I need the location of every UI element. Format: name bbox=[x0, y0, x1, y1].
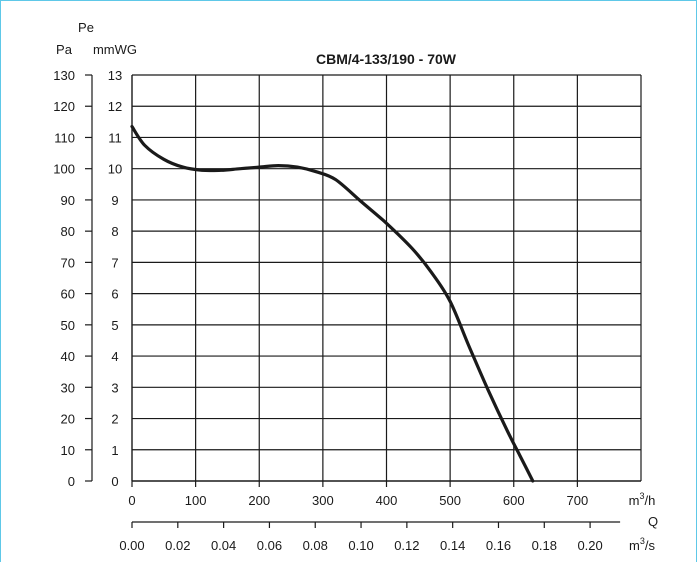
m3s-tick-label: 0.16 bbox=[486, 538, 511, 553]
mmwg-tick-label: 0 bbox=[111, 474, 118, 489]
m3h-tick-label: 400 bbox=[376, 493, 398, 508]
pressure-label: Pe bbox=[78, 20, 94, 35]
x-axis-m3h: 0 100 200 300 400 500 600 700 bbox=[128, 481, 588, 508]
mmwg-tick-label: 8 bbox=[111, 224, 118, 239]
pa-tick-label: 60 bbox=[61, 287, 75, 302]
mmwg-tick-label: 12 bbox=[108, 99, 122, 114]
pa-tick-label: 90 bbox=[61, 193, 75, 208]
m3s-tick-label: 0.00 bbox=[119, 538, 144, 553]
m3s-tick-label: 0.04 bbox=[211, 538, 236, 553]
pa-tick-label: 130 bbox=[53, 68, 75, 83]
pa-tick-label: 80 bbox=[61, 224, 75, 239]
mmwg-tick-label: 3 bbox=[111, 380, 118, 395]
chart-title: CBM/4-133/190 - 70W bbox=[316, 51, 457, 67]
mmwg-tick-label: 13 bbox=[108, 68, 122, 83]
m3h-tick-label: 700 bbox=[567, 493, 589, 508]
mmwg-tick-label: 5 bbox=[111, 318, 118, 333]
pa-tick-label: 120 bbox=[53, 99, 75, 114]
mmwg-tick-label: 1 bbox=[111, 443, 118, 458]
mmwg-tick-label: 10 bbox=[108, 162, 122, 177]
pa-tick-label: 110 bbox=[54, 130, 75, 145]
pa-tick-label: 30 bbox=[61, 380, 75, 395]
m3h-tick-label: 300 bbox=[312, 493, 334, 508]
m3s-tick-label: 0.08 bbox=[303, 538, 328, 553]
pa-unit-label: Pa bbox=[56, 42, 73, 57]
m3s-tick-label: 0.20 bbox=[577, 538, 602, 553]
m3s-tick-label: 0.18 bbox=[532, 538, 557, 553]
pa-tick-label: 70 bbox=[61, 255, 75, 270]
mmwg-tick-label: 6 bbox=[111, 287, 118, 302]
pa-tick-label: 10 bbox=[61, 443, 75, 458]
m3h-tick-label: 0 bbox=[128, 493, 135, 508]
mmwg-tick-label: 7 bbox=[111, 255, 118, 270]
pa-tick-label: 0 bbox=[68, 474, 75, 489]
pa-tick-label: 50 bbox=[61, 318, 75, 333]
flow-label: Q bbox=[648, 514, 658, 529]
m3s-tick-label: 0.10 bbox=[348, 538, 373, 553]
grid bbox=[131, 74, 642, 482]
mmwg-unit-label: mmWG bbox=[93, 42, 137, 57]
m3s-unit-label: m3/s bbox=[629, 536, 655, 553]
x-axis-m3s: 0.00 0.02 0.04 0.06 0.08 0.10 0.12 0.14 0.16 0.18… bbox=[119, 521, 621, 553]
m3h-tick-label: 100 bbox=[185, 493, 207, 508]
mmwg-tick-label: 9 bbox=[111, 193, 118, 208]
m3h-unit-label: m3/h bbox=[629, 491, 656, 508]
m3s-tick-label: 0.02 bbox=[165, 538, 190, 553]
pa-tick-label: 40 bbox=[61, 349, 75, 364]
m3h-tick-label: 500 bbox=[439, 493, 461, 508]
mmwg-tick-label: 4 bbox=[111, 349, 118, 364]
m3h-tick-label: 200 bbox=[248, 493, 270, 508]
m3h-tick-label: 600 bbox=[503, 493, 525, 508]
pa-tick-label: 20 bbox=[61, 412, 75, 427]
m3s-tick-label: 0.14 bbox=[440, 538, 465, 553]
y-axis-pa: 0 10 20 30 40 50 60 70 80 90 100 110 120 130 bbox=[53, 68, 93, 489]
mmwg-tick-label: 11 bbox=[108, 130, 122, 145]
m3s-tick-label: 0.12 bbox=[394, 538, 419, 553]
pa-tick-label: 100 bbox=[53, 162, 75, 177]
pressure-flow-curve bbox=[130, 124, 535, 483]
m3s-tick-label: 0.06 bbox=[257, 538, 282, 553]
mmwg-tick-label: 2 bbox=[111, 412, 118, 427]
